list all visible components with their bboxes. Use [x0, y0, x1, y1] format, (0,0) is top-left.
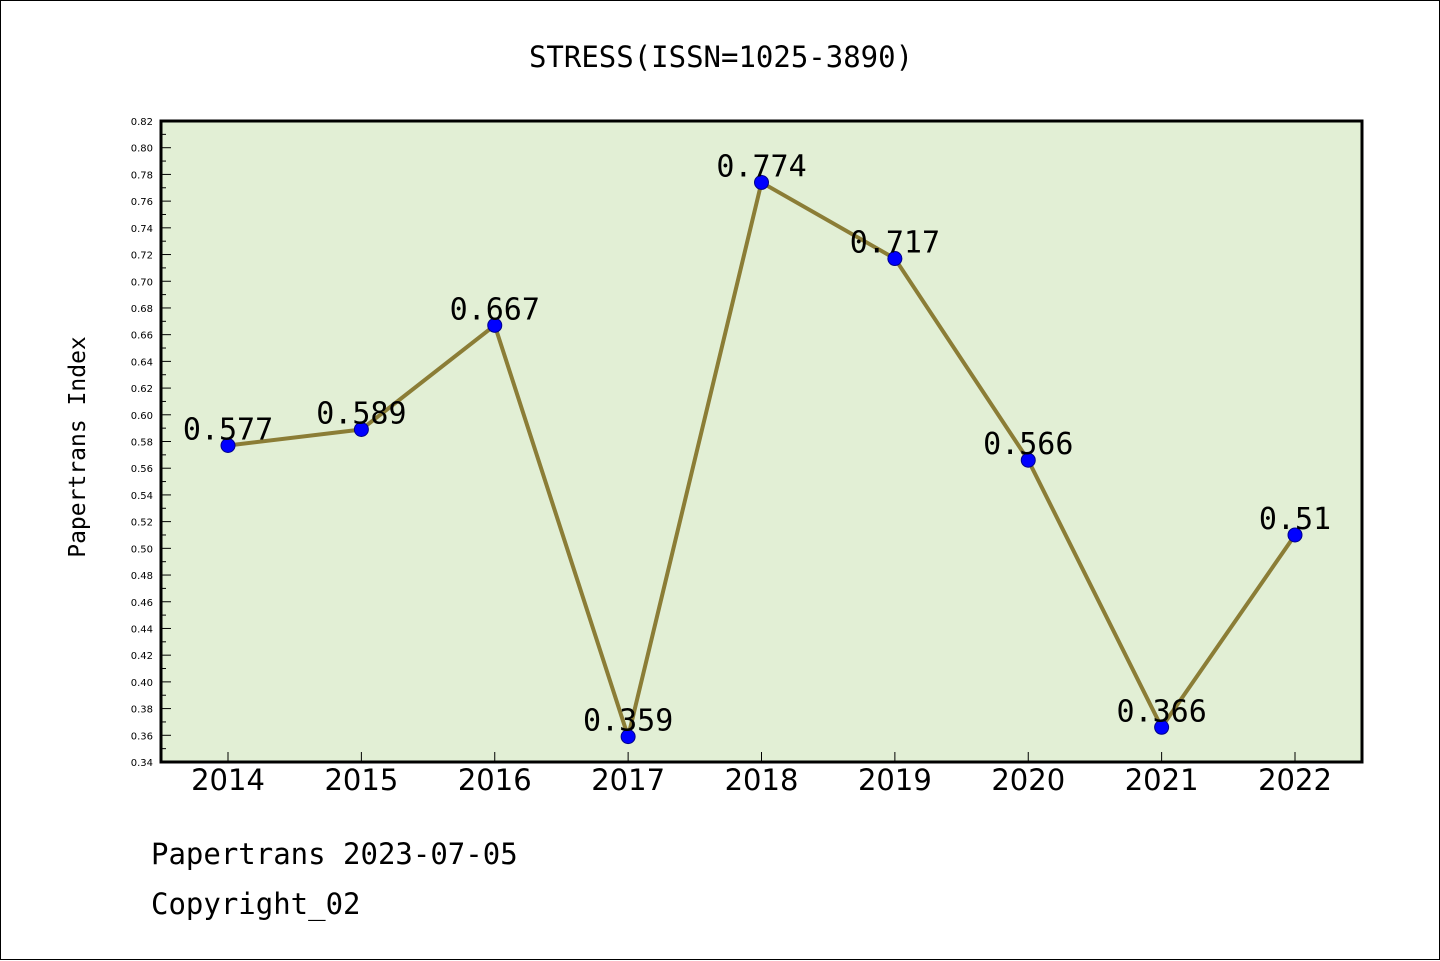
y-tick-label: 0.66 [131, 331, 153, 342]
x-tick-label: 2021 [1125, 763, 1199, 797]
x-tick-label: 2022 [1258, 763, 1332, 797]
y-tick-label: 0.60 [131, 411, 153, 422]
plot-border [159, 119, 1364, 764]
data-point [620, 729, 636, 745]
data-point [1020, 452, 1036, 468]
data-label: 0.589 [316, 396, 406, 431]
y-tick-label: 0.58 [131, 438, 153, 449]
y-tick-label: 0.56 [131, 464, 153, 475]
data-markers [220, 174, 1303, 745]
x-axis-ticks: 2014 2015 2016 2017 2018 2019 2020 2021 2022 [191, 752, 1332, 797]
plot-area [161, 121, 1362, 762]
y-tick-label: 0.68 [131, 304, 153, 315]
data-label: 0.667 [450, 292, 540, 327]
x-tick-label: 2016 [458, 763, 532, 797]
x-tick-label: 2017 [591, 763, 665, 797]
y-tick-label: 0.64 [131, 357, 153, 368]
y-tick-label: 0.80 [131, 144, 153, 155]
data-label: 0.359 [583, 704, 673, 739]
data-point [887, 251, 903, 267]
y-tick-label: 0.40 [131, 678, 153, 689]
y-tick-label: 0.42 [131, 651, 153, 662]
data-point [1287, 527, 1303, 543]
y-tick-label: 0.78 [131, 170, 153, 181]
x-tick-label: 2014 [191, 763, 265, 797]
y-tick-label: 0.72 [131, 251, 153, 262]
y-tick-label: 0.44 [131, 624, 153, 635]
x-tick-label: 2020 [991, 763, 1065, 797]
y-tick-label: 0.70 [131, 277, 153, 288]
y-axis-label: Papertrans Index [65, 336, 91, 558]
data-point [353, 421, 369, 437]
chart-title: STRESS(ISSN=1025-3890) [529, 40, 913, 74]
data-label: 0.717 [850, 226, 940, 261]
y-tick-label: 0.34 [131, 758, 153, 769]
y-tick-label: 0.82 [131, 117, 153, 128]
footer-date: Papertrans 2023-07-05 [151, 837, 518, 871]
y-tick-label: 0.36 [131, 731, 153, 742]
data-point [487, 317, 503, 333]
x-tick-label: 2015 [324, 763, 398, 797]
footer-copyright: Copyright_02 [151, 887, 361, 921]
y-tick-label: 0.52 [131, 518, 153, 529]
data-label: 0.566 [983, 427, 1073, 462]
data-labels: 0.577 0.589 0.667 0.359 0.774 0.717 0.566 0.366… [183, 149, 1331, 738]
data-label: 0.774 [716, 149, 806, 184]
data-point [220, 438, 236, 454]
y-tick-label: 0.48 [131, 571, 153, 582]
y-tick-label: 0.74 [131, 224, 153, 235]
y-tick-label: 0.54 [131, 491, 153, 502]
data-point [754, 174, 769, 190]
x-tick-label: 2018 [725, 763, 799, 797]
data-label: 0.577 [183, 413, 273, 448]
y-tick-label: 0.46 [131, 598, 153, 609]
data-label: 0.51 [1259, 502, 1331, 537]
y-tick-label: 0.38 [131, 705, 153, 716]
y-axis-ticks: 0.34 0.36 0.38 0.40 0.42 0.44 0.46 0.48 0.50 0.52… [131, 117, 171, 769]
x-tick-label: 2019 [858, 763, 932, 797]
y-tick-label: 0.62 [131, 384, 153, 395]
y-tick-label: 0.76 [131, 197, 153, 208]
data-label: 0.366 [1116, 694, 1206, 729]
data-point [1154, 719, 1170, 735]
y-tick-label: 0.50 [131, 544, 153, 555]
